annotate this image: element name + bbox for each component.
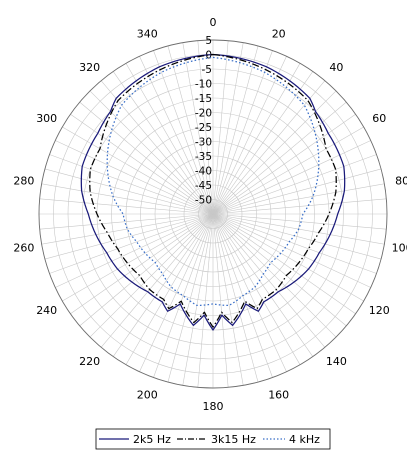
radial-gridline bbox=[183, 184, 243, 244]
angle-tick-label: 220 bbox=[79, 355, 100, 368]
angle-tick-label: 60 bbox=[372, 112, 386, 125]
legend-label-4k: 4 kHz bbox=[289, 433, 320, 446]
legend-label-2k5: 2k5 Hz bbox=[133, 433, 171, 446]
outer-ring bbox=[38, 39, 388, 389]
series-line-0 bbox=[80, 53, 346, 331]
radial-gridline bbox=[82, 83, 344, 345]
radial-gridline bbox=[140, 141, 286, 287]
angle-tick-label: 300 bbox=[36, 112, 57, 125]
radial-gridline bbox=[67, 68, 359, 360]
radial-gridline bbox=[198, 199, 228, 229]
series-line-2 bbox=[106, 56, 320, 307]
radial-gridline bbox=[125, 126, 301, 302]
radial-tick-label: -40 bbox=[195, 166, 212, 178]
radial-tick-label: -5 bbox=[202, 64, 212, 76]
radial-tick-label: -25 bbox=[195, 122, 212, 134]
radial-tick-label: 0 bbox=[205, 50, 212, 62]
radial-tick-label: -30 bbox=[195, 137, 212, 149]
angle-tick-label: 80 bbox=[395, 175, 407, 188]
angle-tick-label: 200 bbox=[137, 388, 158, 401]
angle-tick-label: 20 bbox=[272, 28, 286, 41]
angle-tick-label: 180 bbox=[203, 400, 224, 413]
radial-tick-label: 5 bbox=[205, 35, 212, 47]
radial-gridline bbox=[169, 170, 257, 258]
radial-tick-label: -35 bbox=[195, 151, 212, 163]
radial-tick-label: -10 bbox=[195, 79, 212, 91]
polar-grid bbox=[38, 39, 388, 389]
angle-tick-label: 140 bbox=[326, 355, 347, 368]
series-line-1 bbox=[89, 53, 337, 328]
angle-tick-label: 260 bbox=[13, 241, 34, 254]
angle-tick-label: 240 bbox=[36, 304, 57, 317]
radial-tick-label: -45 bbox=[195, 180, 212, 192]
radial-tick-label: -50 bbox=[195, 195, 212, 207]
radial-gridline bbox=[154, 155, 272, 273]
radial-axis-labels: 5 0 -5 -10 -15 -20 -25 -30 -35 -40 -45 -50 bbox=[195, 35, 212, 207]
angle-tick-label: 340 bbox=[137, 28, 158, 41]
angle-tick-label: 320 bbox=[79, 61, 100, 74]
angle-tick-label: 120 bbox=[369, 304, 390, 317]
legend-box bbox=[95, 428, 331, 450]
legend-label-3k15: 3k15 Hz bbox=[211, 433, 256, 446]
radial-tick-label: -20 bbox=[195, 108, 212, 120]
angle-tick-label: 280 bbox=[13, 175, 34, 188]
radial-gridline bbox=[111, 112, 315, 316]
angle-tick-label: 100 bbox=[392, 241, 407, 254]
series-layer bbox=[80, 53, 346, 331]
angle-axis-labels: 0 20 40 60 80 100 120 140 160 180 200 220 240 260 280 3… bbox=[13, 16, 407, 413]
radial-tick-label: -15 bbox=[195, 93, 212, 105]
legend: 2k5 Hz 3k15 Hz 4 kHz bbox=[95, 428, 331, 450]
angle-tick-label: 160 bbox=[268, 388, 289, 401]
angle-tick-label: 40 bbox=[329, 61, 343, 74]
angle-tick-label: 0 bbox=[210, 16, 217, 29]
